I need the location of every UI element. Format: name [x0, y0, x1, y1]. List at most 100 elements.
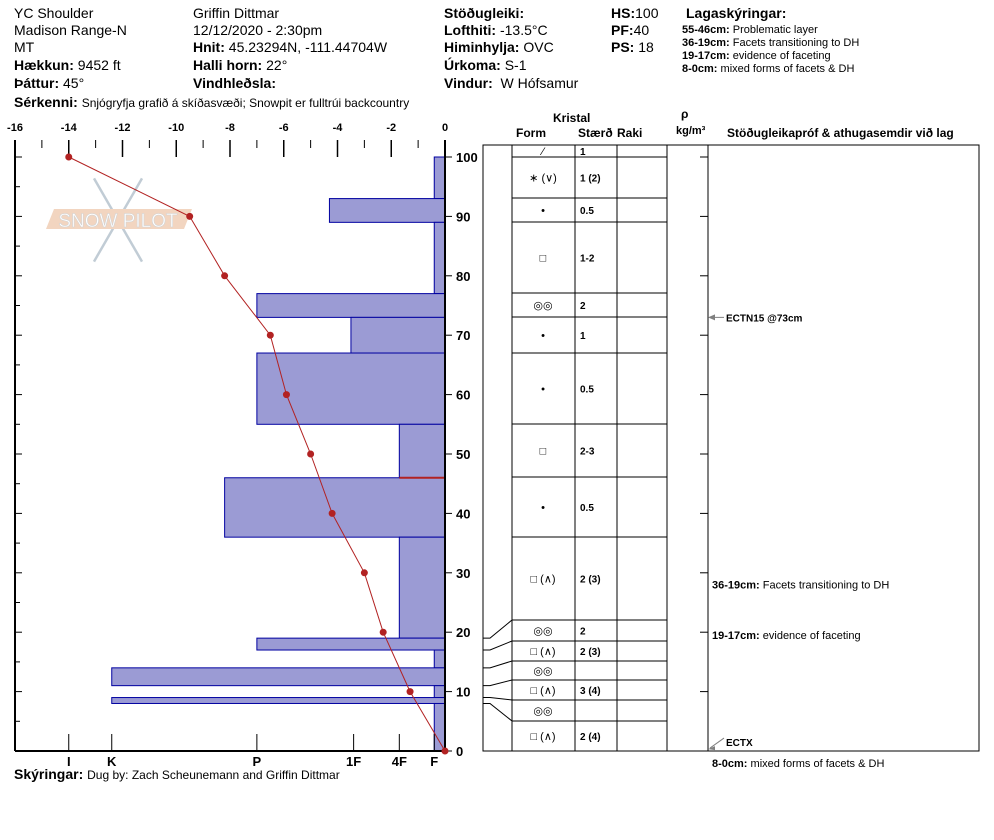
- temperature-point: [360, 569, 368, 577]
- depth-tick-label: 60: [456, 388, 470, 403]
- grain-size: 2: [580, 627, 586, 638]
- grain-size: 1: [580, 331, 586, 342]
- grain-size: 1 (2): [580, 174, 601, 185]
- depth-tick-label: 70: [456, 328, 470, 343]
- ps-value: 18: [638, 39, 654, 55]
- legend-title: Lagaskýringar:: [686, 5, 787, 21]
- air-temp: Lofthiti: -13.5°C: [444, 22, 548, 38]
- temperature-point: [65, 153, 73, 161]
- hardness-label: P: [253, 754, 262, 769]
- temp-tick-label: -16: [7, 122, 23, 134]
- depth-connector: [483, 702, 513, 722]
- sky-cover-value: OVC: [523, 39, 554, 55]
- grain-form: □: [540, 253, 547, 265]
- temperature-point: [328, 509, 336, 517]
- depth-tick-label: 100: [456, 150, 478, 165]
- slope-angle: Halli horn: 22°: [193, 57, 287, 73]
- footer-notes: Skýringar: Dug by: Zach Scheunemann and …: [14, 766, 340, 783]
- grain-form: ◎◎: [533, 666, 552, 678]
- hs: HS:100: [611, 5, 658, 21]
- grain-form: •: [541, 502, 545, 514]
- coordinates-value: 45.23294N, -111.44704W: [228, 39, 388, 55]
- depth-connector: [483, 660, 513, 669]
- temp-tick-label: -12: [115, 122, 131, 134]
- elevation: Hækkun: 9452 ft: [14, 57, 121, 73]
- temperature-line: [68, 156, 446, 752]
- location: YC Shoulder: [14, 5, 94, 21]
- hardness-bar: [256, 352, 446, 425]
- datetime: 12/12/2020 - 2:30pm: [193, 22, 323, 38]
- temperature-point: [441, 747, 449, 755]
- depth-tick-label: 50: [456, 447, 470, 462]
- coordinates-label: Hnit:: [193, 39, 225, 55]
- grain-form: •: [541, 330, 545, 342]
- arrow-head-icon: [708, 746, 715, 751]
- sky-cover: Himinhylja: OVC: [444, 39, 554, 55]
- moisture-header: Raki: [617, 126, 643, 140]
- aspect-value: 45°: [63, 75, 85, 91]
- test-arrow: [709, 737, 725, 749]
- wind-value: W Hófsamur: [500, 75, 579, 91]
- hardness-bar: [433, 685, 446, 699]
- grain-form: ∗ (∨): [529, 173, 557, 185]
- stability-test-result: ECTX: [726, 738, 753, 749]
- grain-form: ⁄: [539, 146, 546, 158]
- depth-tick-label: 0: [456, 744, 463, 759]
- temp-tick-label: -6: [279, 122, 289, 134]
- legend-item: 19-17cm: evidence of faceting: [682, 50, 831, 63]
- ps-label: PS:: [611, 39, 635, 55]
- grain-size: 0.5: [580, 503, 594, 514]
- wind: Vindur: W Hófsamur: [444, 75, 578, 91]
- legend-item-text: evidence of faceting: [729, 50, 831, 62]
- legend-item-range: 8-0cm:: [682, 63, 718, 75]
- legend-item-range: 19-17cm:: [682, 50, 730, 62]
- footer-comment-range: 8-0cm:: [712, 758, 748, 770]
- aspect-label: Þáttur:: [14, 75, 60, 91]
- hardness-bar: [398, 536, 446, 639]
- grain-size: 2 (3): [580, 575, 601, 586]
- temperature-point: [266, 331, 274, 339]
- snowpilot-watermark: SNOW PILOT: [46, 177, 192, 263]
- grain-form: □ (∧): [530, 646, 555, 658]
- hardness-bar: [111, 697, 446, 704]
- grain-form: ◎◎: [533, 706, 552, 718]
- temperature-point: [406, 688, 414, 696]
- watermark-band: [46, 209, 192, 229]
- arrow-head-icon: [708, 314, 715, 321]
- footer-notes-label: Skýringar:: [14, 766, 84, 782]
- layer-comment-range: 36-19cm:: [712, 580, 760, 592]
- precipitation-label: Úrkoma:: [444, 57, 501, 73]
- temp-tick-label: -10: [168, 122, 184, 134]
- depth-tick-label: 90: [456, 209, 470, 224]
- hardness-bar: [111, 667, 446, 687]
- grain-size: 0.5: [580, 385, 594, 396]
- legend-item-range: 36-19cm:: [682, 37, 730, 49]
- footer-comment: 8-0cm: mixed forms of facets & DH: [712, 756, 884, 772]
- layer-comment-text: Facets transitioning to DH: [760, 580, 890, 592]
- stability-test-result: ECTN15 @73cm: [726, 313, 803, 324]
- layer-comment: 36-19cm: Facets transitioning to DH: [712, 580, 889, 592]
- depth-connector: [483, 679, 513, 687]
- aspect: Þáttur: 45°: [14, 75, 84, 91]
- temperature-point: [379, 628, 387, 636]
- grain-size: 1: [580, 147, 586, 158]
- air-temp-value: -13.5°C: [499, 22, 548, 38]
- hardness-bar: [224, 477, 446, 538]
- temp-tick-label: 0: [442, 122, 448, 134]
- grain-size: 2 (3): [580, 647, 601, 658]
- grain-size: 3 (4): [580, 686, 601, 697]
- temp-tick-label: -8: [225, 122, 235, 134]
- watermark-text: SNOW PILOT: [58, 211, 178, 232]
- temp-tick-label: -14: [61, 122, 78, 134]
- grain-form: •: [541, 205, 545, 217]
- layer-comment: 19-17cm: evidence of faceting: [712, 630, 861, 642]
- depth-connector: [483, 640, 513, 651]
- grain-form: □ (∧): [530, 574, 555, 586]
- range: Madison Range-N: [14, 22, 127, 38]
- grain-form: □ (∧): [530, 685, 555, 697]
- sky-cover-label: Himinhylja:: [444, 39, 520, 55]
- size-header: Stærð: [578, 126, 613, 140]
- footer-notes-text: Dug by: Zach Scheunemann and Griffin Dit…: [87, 768, 340, 782]
- grain-size: 2: [580, 301, 586, 312]
